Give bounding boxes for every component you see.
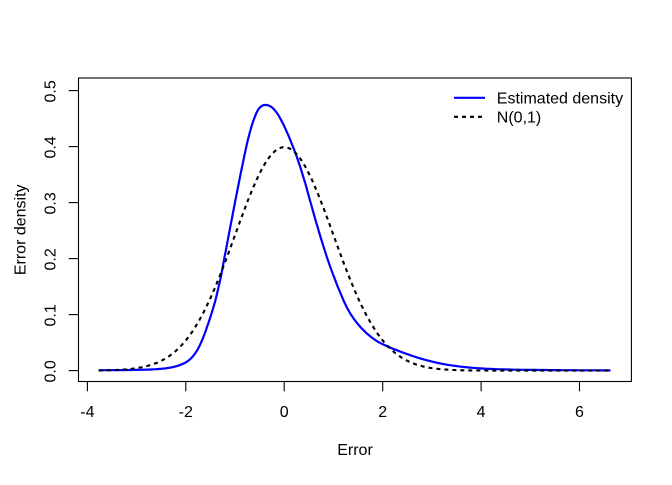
svg-text:0.4: 0.4 [43,136,60,158]
svg-text:0.0: 0.0 [43,360,60,382]
svg-text:Error: Error [337,442,373,459]
svg-text:0.3: 0.3 [43,192,60,214]
svg-text:2: 2 [378,404,387,421]
svg-text:4: 4 [477,404,486,421]
svg-text:0.5: 0.5 [43,80,60,102]
svg-text:0.2: 0.2 [43,248,60,270]
svg-text:-4: -4 [80,404,94,421]
svg-text:0.1: 0.1 [43,304,60,326]
svg-text:Estimated density: Estimated density [497,91,623,108]
svg-text:0: 0 [280,404,289,421]
svg-text:-2: -2 [179,404,193,421]
svg-text:N(0,1): N(0,1) [497,110,541,127]
svg-text:6: 6 [575,404,584,421]
svg-text:Error density: Error density [13,184,30,275]
